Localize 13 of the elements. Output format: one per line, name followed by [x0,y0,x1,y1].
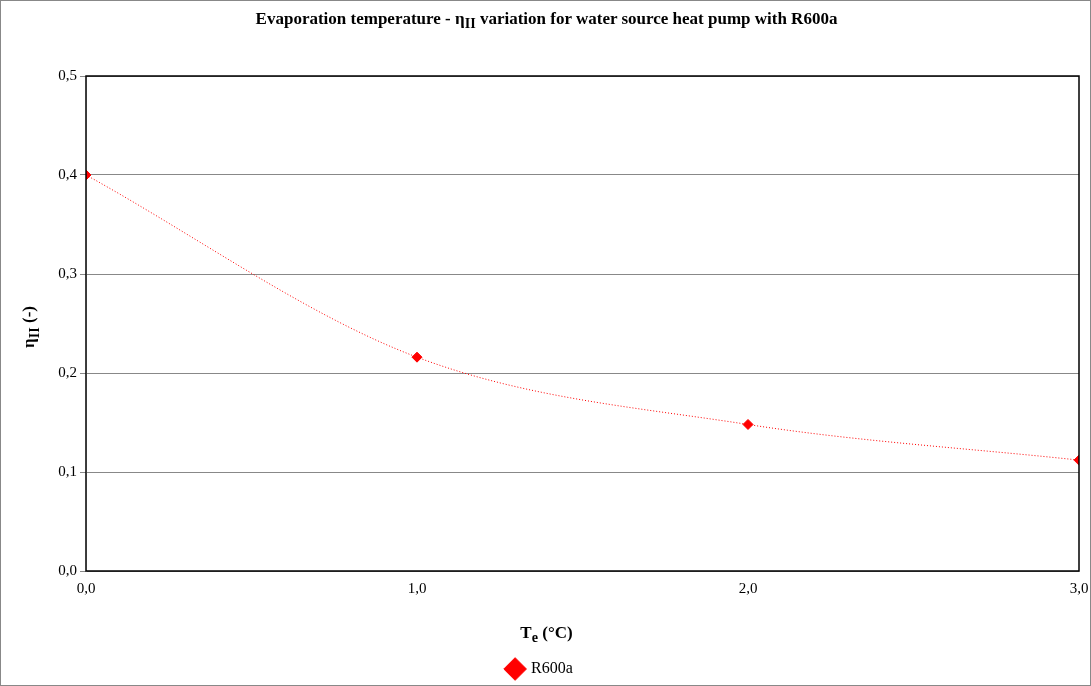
y-tick-label: 0,3 [58,264,77,281]
y-tick-label: 0,5 [58,66,77,83]
x-axis-title: T$_{e}$ (°C) [519,623,574,647]
x-tick-label: 1,0 [407,579,427,596]
x-tick-label: 2,0 [738,579,758,596]
x-tick-label: 3,0 [1069,579,1089,596]
y-tick-label: 0,0 [58,561,77,578]
x-tick-label: 0,0 [76,579,96,596]
y-tick-label: 0,2 [58,363,77,380]
y-tick-label: 0,1 [58,462,77,479]
y-tick-label: 0,4 [58,165,78,182]
chart-title: Evaporation temperature - η$_{II}$ variation for water source heat pump with R600a [254,9,839,33]
legend-label: R600a [531,659,573,677]
